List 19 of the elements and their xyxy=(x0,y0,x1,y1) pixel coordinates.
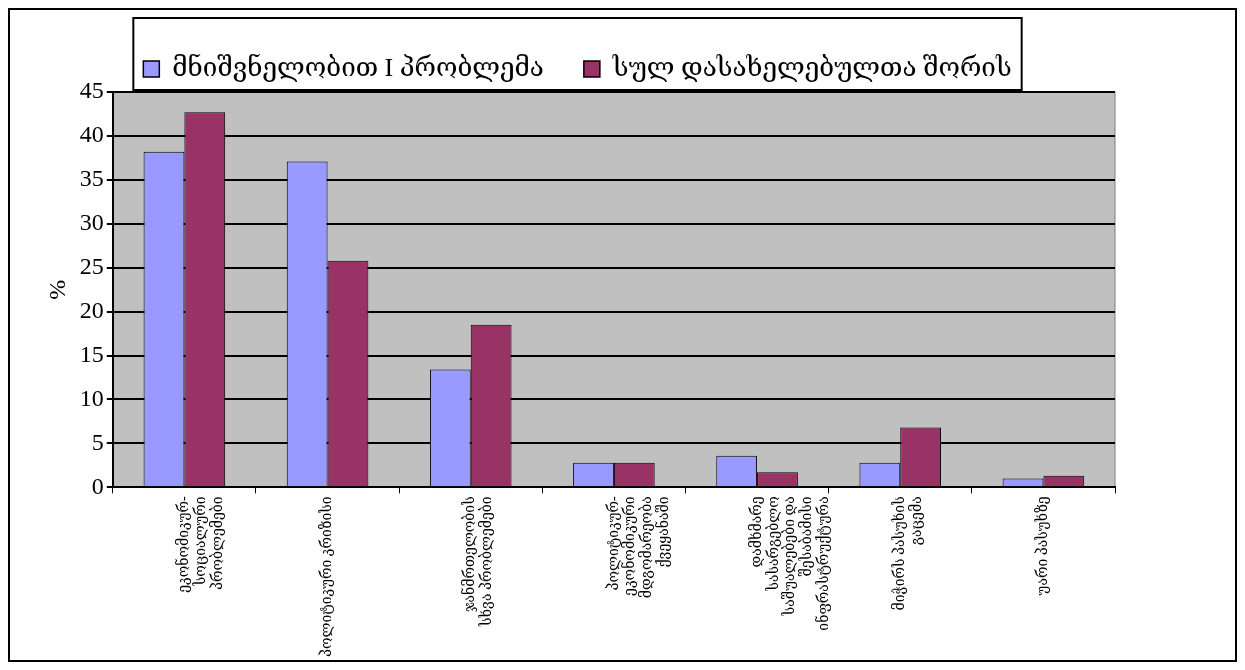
legend-label: მნიშვნელობით I პრობლემა xyxy=(172,52,544,82)
y-tick-label: 35 xyxy=(79,165,104,192)
x-tick-label: პოლიტიკურ- ეკონომიკური მდგომარეობა ქვეყანაში xyxy=(604,495,671,599)
y-tick-label: 40 xyxy=(79,121,104,148)
x-tick-label: მიჭირს პასუხის გაცემა xyxy=(890,496,924,611)
y-tick-label: 45 xyxy=(79,77,104,104)
y-tick-label: 5 xyxy=(91,428,104,455)
y-tick-label: 30 xyxy=(79,209,104,236)
y-tick-label: 0 xyxy=(91,472,104,499)
y-tick-label: 25 xyxy=(79,252,104,279)
x-tick-label: ეკონომიკურ- სოციალური პრობლემები xyxy=(174,495,225,593)
y-tick-label: 20 xyxy=(79,296,104,323)
legend-label: სულ დასახელებულთა შორის xyxy=(611,52,1012,82)
x-tick-label: პოლიტიკური კრიზისი xyxy=(318,496,335,658)
y-axis-title: % xyxy=(43,279,70,300)
x-tick-label: უარი პასუხზე xyxy=(1034,496,1051,596)
y-tick-label: 15 xyxy=(79,340,104,367)
x-tick-label: ჯანმრთელობის სხვა პრობლემები xyxy=(460,496,495,627)
y-tick-label: 10 xyxy=(79,384,104,411)
